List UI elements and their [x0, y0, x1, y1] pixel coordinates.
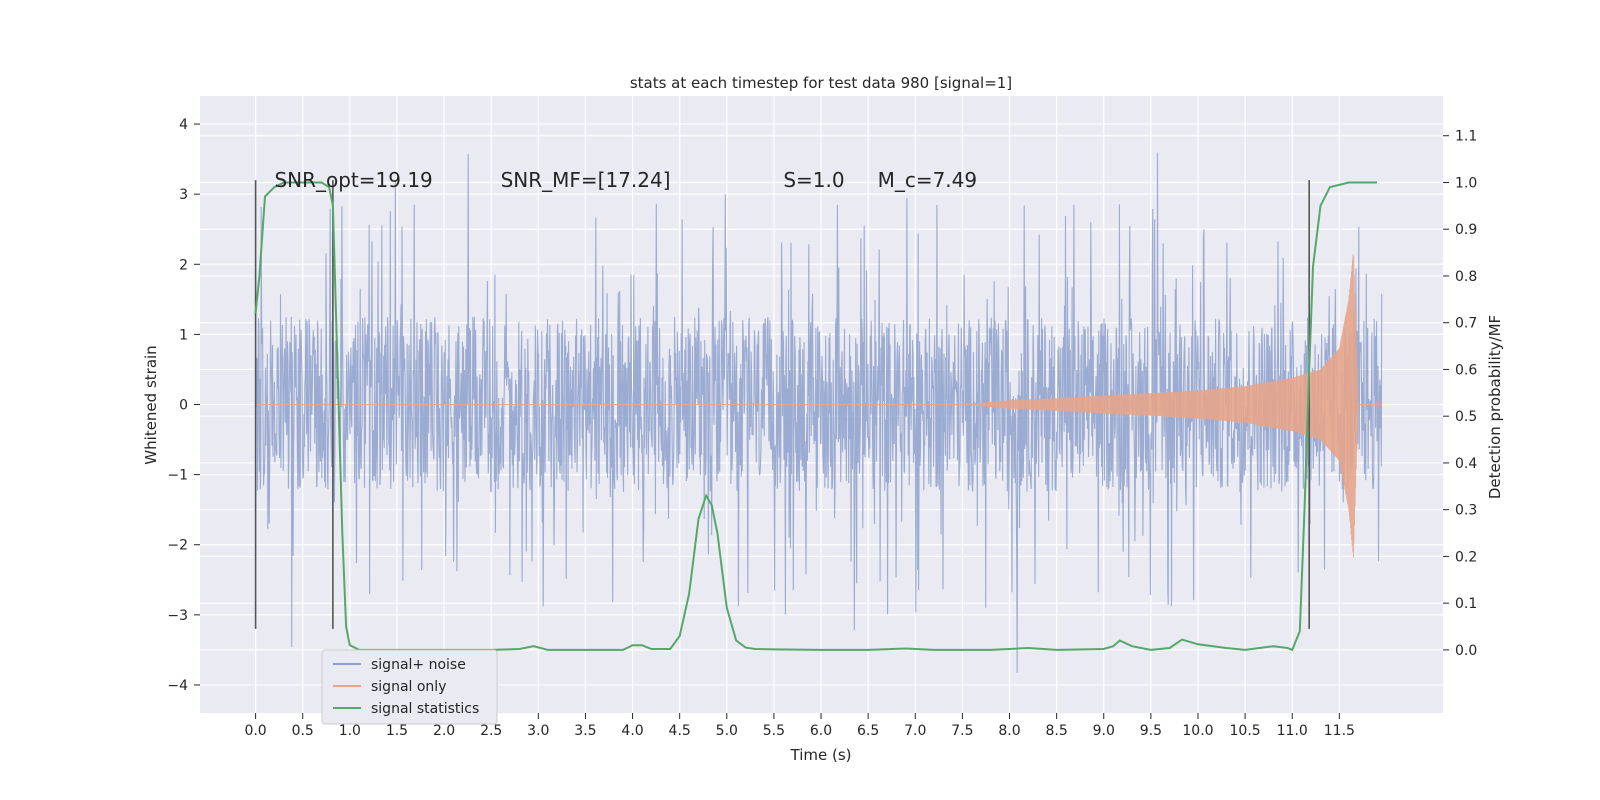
x-tick-label: 2.5	[480, 723, 502, 739]
x-tick-label: 5.5	[763, 723, 785, 739]
y2-tick-label: 0.3	[1455, 503, 1477, 519]
x-tick-label: 6.5	[857, 723, 879, 739]
x-axis-label: Time (s)	[790, 746, 852, 764]
y2-tick-label: 0.0	[1455, 643, 1477, 659]
y2-tick-label: 0.7	[1455, 316, 1477, 332]
annotations: SNR_opt=19.19 SNR_MF=[17.24] S=1.0 M_c=7.49	[274, 168, 977, 192]
legend-label-signal-only: signal only	[371, 679, 446, 695]
x-tick-label: 3.5	[574, 723, 596, 739]
y-tick-label: 1	[179, 327, 188, 343]
legend: signal+ noise signal only signal statist…	[321, 649, 498, 725]
y2-tick-label: 0.4	[1455, 456, 1477, 472]
y-tick-label: 4	[179, 117, 188, 133]
annotation-s-value: S=1.0	[783, 168, 844, 192]
legend-box	[321, 649, 498, 725]
y2-tick-label: 0.6	[1455, 362, 1477, 378]
y-tick-label: 2	[179, 257, 188, 273]
y2-tick-label: 0.2	[1455, 549, 1477, 565]
x-axis-ticks: 0.0 0.5 1.0 1.5 2.0 2.5 3.0 3.5 4.0 4.5 5.0 5.5 6.0 6…	[244, 713, 1355, 739]
x-tick-label: 2.0	[433, 723, 455, 739]
x-tick-label: 7.0	[904, 723, 926, 739]
x-tick-label: 9.5	[1140, 723, 1162, 739]
y-axis-ticks: −4 −3 −2 −1 0 1 2 3 4	[167, 117, 200, 694]
y-tick-label: 0	[179, 398, 188, 414]
x-tick-label: 11.5	[1324, 723, 1355, 739]
series-signal-statistics	[254, 181, 1377, 652]
x-tick-label: 8.5	[1045, 723, 1067, 739]
x-tick-label: 4.5	[669, 723, 691, 739]
y2-tick-label: 1.1	[1455, 129, 1477, 145]
y-tick-label: 3	[179, 187, 188, 203]
annotation-snr-opt: SNR_opt=19.19	[274, 168, 432, 192]
y2-axis-label: Detection probability/MF	[1486, 315, 1504, 499]
legend-label-signal-statistics: signal statistics	[371, 701, 479, 717]
signal-statistics-line	[254, 181, 1377, 652]
y2-tick-label: 1.0	[1455, 175, 1477, 191]
y-tick-label: −3	[167, 608, 188, 624]
y-tick-label: −2	[167, 538, 188, 554]
signal-only-line	[255, 254, 1382, 558]
signal-plus-noise-line	[255, 152, 1383, 674]
x-tick-label: 7.5	[951, 723, 973, 739]
x-tick-label: 8.0	[998, 723, 1020, 739]
y2-tick-label: 0.9	[1455, 222, 1477, 238]
y-axis-label: Whitened strain	[142, 345, 160, 464]
x-tick-label: 10.5	[1230, 723, 1261, 739]
chart-title: stats at each timestep for test data 980…	[630, 74, 1012, 92]
x-tick-label: 10.0	[1182, 723, 1213, 739]
x-tick-label: 9.0	[1093, 723, 1115, 739]
y2-axis-ticks: 0.0 0.1 0.2 0.3 0.4 0.5 0.6 0.7 0.8 0.9 1.0 1.1	[1443, 129, 1477, 659]
x-tick-label: 3.0	[527, 723, 549, 739]
y-tick-label: −4	[167, 678, 188, 694]
x-tick-label: 0.0	[244, 723, 266, 739]
y-tick-label: −1	[167, 468, 188, 484]
x-tick-label: 11.0	[1277, 723, 1308, 739]
series-signal-plus-noise	[255, 152, 1383, 674]
y2-tick-label: 0.5	[1455, 409, 1477, 425]
y2-tick-label: 0.8	[1455, 269, 1477, 285]
vertical-markers	[254, 180, 1310, 629]
series-signal-only	[255, 254, 1382, 558]
x-tick-label: 1.5	[386, 723, 408, 739]
x-tick-label: 0.5	[292, 723, 314, 739]
x-tick-label: 4.0	[621, 723, 643, 739]
y2-tick-label: 0.1	[1455, 596, 1477, 612]
annotation-mc-value: M_c=7.49	[878, 168, 978, 192]
x-tick-label: 6.0	[810, 723, 832, 739]
legend-label-signal-plus-noise: signal+ noise	[371, 657, 466, 673]
x-tick-label: 5.0	[716, 723, 738, 739]
annotation-snr-mf: SNR_MF=[17.24]	[501, 168, 671, 192]
x-tick-label: 1.0	[339, 723, 361, 739]
